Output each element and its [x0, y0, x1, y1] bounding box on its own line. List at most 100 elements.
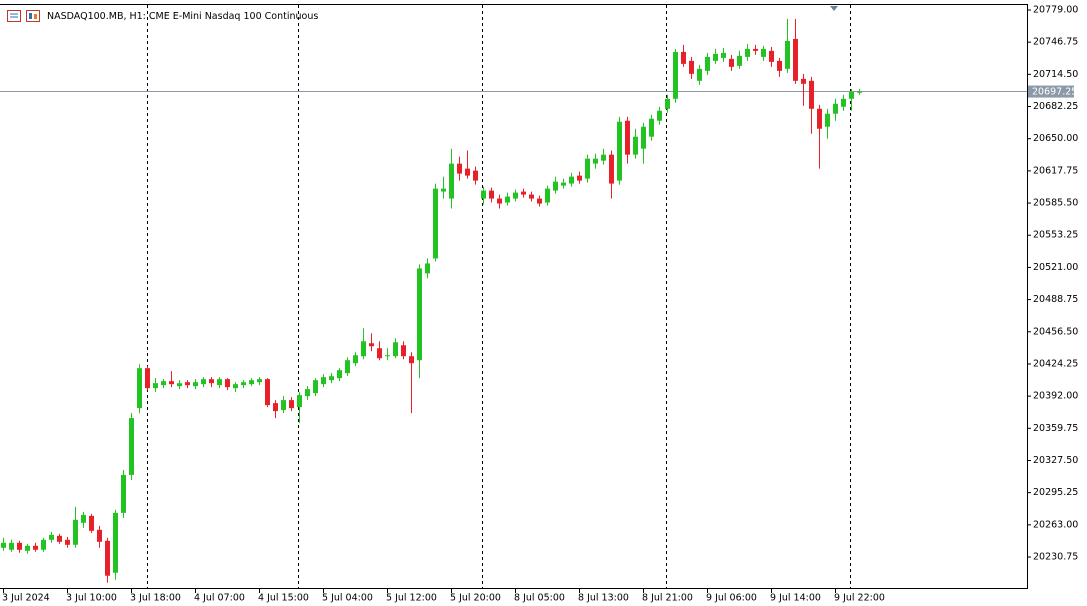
candle-body: [585, 158, 590, 179]
candle-body: [649, 118, 654, 137]
candle-body: [81, 514, 86, 523]
candle-body: [785, 40, 790, 69]
candle-body: [409, 356, 414, 364]
y-tick-label: 20779.00: [1033, 4, 1078, 15]
candle-body: [313, 380, 318, 394]
x-tick-label: 8 Jul 13:00: [578, 593, 629, 604]
candle-body: [201, 379, 206, 385]
candle-body: [465, 168, 470, 176]
x-tick-label: 9 Jul 06:00: [706, 593, 757, 604]
candle-body: [449, 163, 454, 199]
candle-body: [617, 121, 622, 181]
candle-body: [129, 418, 134, 475]
candle-body: [665, 98, 670, 109]
candle-body: [857, 91, 862, 93]
candle-body: [137, 368, 142, 409]
x-tick-label: 9 Jul 22:00: [834, 593, 885, 604]
candle-body: [65, 539, 70, 545]
candle-body: [25, 545, 30, 551]
y-tick-label: 20714.50: [1033, 69, 1078, 80]
y-tick-label: 20521.00: [1033, 262, 1078, 273]
candle-body: [1, 542, 6, 548]
candle-body: [249, 380, 254, 385]
candle-body: [17, 542, 22, 550]
y-tick-label: 20456.50: [1033, 326, 1078, 337]
candle-body: [577, 175, 582, 181]
candle-body: [681, 51, 686, 64]
x-tick-label: 5 Jul 20:00: [450, 593, 501, 604]
x-tick-label: 9 Jul 14:00: [770, 593, 821, 604]
candle-body: [817, 108, 822, 129]
candle-body: [153, 383, 158, 389]
candle-body: [177, 383, 182, 387]
candle-body: [705, 56, 710, 71]
chart-title: NASDAQ100.MB, H1: CME E-Mini Nasdaq 100 …: [47, 11, 318, 22]
candle-body: [9, 542, 14, 550]
candle-body: [121, 474, 126, 513]
candle-body: [297, 395, 302, 408]
x-tick-label: 3 Jul 10:00: [66, 593, 117, 604]
icon-bar: [29, 13, 32, 19]
candle-body: [641, 126, 646, 149]
candle-body: [433, 188, 438, 259]
title-icons: [7, 10, 40, 22]
y-tick-label: 20488.75: [1033, 294, 1078, 305]
shift-marker[interactable]: [830, 6, 838, 11]
icon-list[interactable]: [7, 10, 21, 22]
candle-body: [105, 540, 110, 576]
candle-body: [729, 58, 734, 67]
candle-body: [657, 110, 662, 121]
candle-body: [401, 345, 406, 357]
candle-body: [833, 103, 838, 114]
candle-body: [113, 512, 118, 573]
y-tick-label: 20424.25: [1033, 358, 1078, 369]
candle-body: [545, 188, 550, 203]
y-tick-label: 20746.75: [1033, 37, 1078, 48]
candle-body: [33, 545, 38, 550]
candle-body: [457, 163, 462, 174]
candle-body: [689, 60, 694, 74]
candle-body: [145, 368, 150, 389]
icon-chart[interactable]: [26, 10, 40, 22]
candle-body: [529, 194, 534, 199]
candle-body: [169, 381, 174, 385]
candle-body: [57, 535, 62, 542]
candle-body: [769, 50, 774, 62]
candle-body: [265, 379, 270, 406]
y-tick-label: 20327.50: [1033, 455, 1078, 466]
candle-body: [753, 48, 758, 51]
x-tick-label: 3 Jul 18:00: [130, 593, 181, 604]
candle-body: [185, 382, 190, 386]
candle-body: [737, 55, 742, 66]
candle-body: [761, 48, 766, 57]
current-price-label: 20697.25: [1032, 87, 1077, 98]
y-tick-label: 20295.25: [1033, 487, 1078, 498]
y-tick-label: 20682.25: [1033, 101, 1078, 112]
candle-body: [721, 52, 726, 58]
candle-body: [329, 376, 334, 381]
candle-body: [561, 182, 566, 186]
candle-body: [73, 519, 78, 545]
candle-body: [825, 113, 830, 127]
y-tick-label: 20553.25: [1033, 230, 1078, 241]
candle-body: [601, 154, 606, 161]
candle-body: [481, 190, 486, 199]
icon-bar: [34, 14, 37, 19]
candle-body: [593, 158, 598, 164]
y-tick-label: 20230.75: [1033, 552, 1078, 563]
candle-body: [521, 191, 526, 195]
candle-body: [377, 348, 382, 359]
x-tick-label: 5 Jul 04:00: [322, 593, 373, 604]
candle-body: [633, 136, 638, 155]
y-tick-label: 20359.75: [1033, 423, 1078, 434]
candle-body: [801, 78, 806, 84]
candle-body: [809, 80, 814, 109]
candle-body: [777, 60, 782, 71]
candle-body: [609, 154, 614, 184]
candle-body: [497, 198, 502, 204]
candle-body: [569, 176, 574, 184]
candle-body: [337, 370, 342, 379]
y-tick-label: 20585.50: [1033, 198, 1078, 209]
candle-body: [321, 377, 326, 385]
